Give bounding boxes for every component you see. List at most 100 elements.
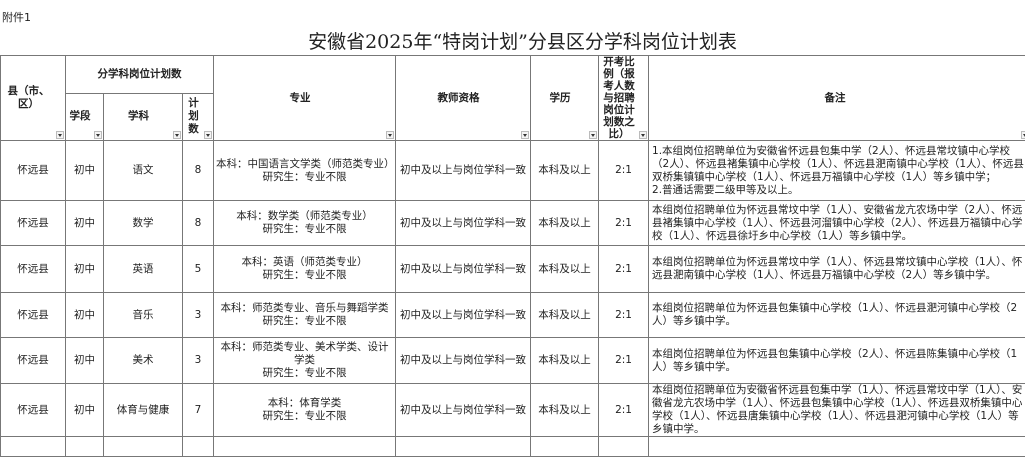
cell-county: 怀远县 <box>1 141 66 201</box>
filter-dropdown-icon[interactable] <box>639 131 647 139</box>
cell-county: 怀远县 <box>1 293 66 338</box>
cell-qualification: 初中及以上与岗位学科一致 <box>396 293 531 338</box>
filter-dropdown-icon[interactable] <box>521 131 529 139</box>
cell-major: 本科：英语（师范类专业）研究生：专业不限 <box>214 246 396 293</box>
cell-major: 本科：数学类（师范类专业）研究生：专业不限 <box>214 201 396 246</box>
header-count[interactable]: 计划数 <box>183 93 214 140</box>
cell-count: 3 <box>183 293 214 338</box>
cell-subject: 音乐 <box>104 293 183 338</box>
cell-stage: 初中 <box>66 246 104 293</box>
header-remarks[interactable]: 备注 <box>649 56 1025 141</box>
filter-dropdown-icon[interactable] <box>1021 131 1025 139</box>
cell-count: 8 <box>183 201 214 246</box>
cell-remarks: 本组岗位招聘单位为怀远县常坟中学（1人）、怀远县常坟镇中心学校（1人）、怀远县淝… <box>649 246 1025 293</box>
remark-line: 本组岗位招聘单位为怀远县包集镇中心学校（2人）、怀远县陈集镇中心学校（1人）等乡… <box>652 348 1025 374</box>
cell-county: 怀远县 <box>1 384 66 437</box>
remark-line: 本组岗位招聘单位为怀远县常坟中学（1人）、安徽省龙亢农场中学（2人）、怀远县褚集… <box>652 204 1025 243</box>
cell-qualification: 初中及以上与岗位学科一致 <box>396 141 531 201</box>
header-plan-group: 分学科岗位计划数 <box>66 56 214 94</box>
remark-line: 1.本组岗位招聘单位为安徽省怀远县包集中学（2人）、怀远县常坟镇中心学校（2人）… <box>652 145 1025 184</box>
major-line: 研究生：专业不限 <box>216 171 393 184</box>
cell-education: 本科及以上 <box>531 201 599 246</box>
filter-dropdown-icon[interactable] <box>204 131 212 139</box>
empty-cell <box>531 437 599 457</box>
cell-remarks: 本组岗位招聘单位为安徽省怀远县包集中学（1人）、怀远县常坟中学（1人）、安徽省龙… <box>649 384 1025 437</box>
header-county[interactable]: 县（市、区） <box>1 56 66 141</box>
cell-subject: 体育与健康 <box>104 384 183 437</box>
empty-cell <box>183 437 214 457</box>
cell-stage: 初中 <box>66 293 104 338</box>
empty-cell <box>599 437 649 457</box>
cell-ratio: 2:1 <box>599 293 649 338</box>
cell-education: 本科及以上 <box>531 141 599 201</box>
empty-cell <box>649 437 1025 457</box>
filter-dropdown-icon[interactable] <box>94 131 102 139</box>
cell-education: 本科及以上 <box>531 384 599 437</box>
filter-dropdown-icon[interactable] <box>173 131 181 139</box>
empty-cell <box>396 437 531 457</box>
header-major[interactable]: 专业 <box>214 56 396 141</box>
cell-remarks: 本组岗位招聘单位为怀远县常坟中学（1人）、安徽省龙亢农场中学（2人）、怀远县褚集… <box>649 201 1025 246</box>
cell-county: 怀远县 <box>1 246 66 293</box>
header-education[interactable]: 学历 <box>531 56 599 141</box>
major-line: 本科：师范类专业、音乐与舞蹈学类 <box>216 302 393 315</box>
major-line: 研究生：专业不限 <box>216 410 393 423</box>
cell-subject: 数学 <box>104 201 183 246</box>
empty-cell <box>214 437 396 457</box>
cell-count: 5 <box>183 246 214 293</box>
cell-subject: 英语 <box>104 246 183 293</box>
major-line: 研究生：专业不限 <box>216 367 393 380</box>
major-line: 研究生：专业不限 <box>216 269 393 282</box>
cell-ratio: 2:1 <box>599 246 649 293</box>
cell-education: 本科及以上 <box>531 338 599 384</box>
filter-dropdown-icon[interactable] <box>386 131 394 139</box>
empty-cell <box>66 437 104 457</box>
remark-line: 2.普通话需要二级甲等及以上。 <box>652 184 1025 197</box>
cell-remarks: 本组岗位招聘单位为怀远县包集镇中心学校（2人）、怀远县陈集镇中心学校（1人）等乡… <box>649 338 1025 384</box>
cell-stage: 初中 <box>66 384 104 437</box>
remark-line: 本组岗位招聘单位为安徽省怀远县包集中学（1人）、怀远县常坟中学（1人）、安徽省龙… <box>652 384 1025 436</box>
major-line: 本科：英语（师范类专业） <box>216 256 393 269</box>
empty-cell <box>104 437 183 457</box>
cell-qualification: 初中及以上与岗位学科一致 <box>396 201 531 246</box>
major-line: 研究生：专业不限 <box>216 223 393 236</box>
cell-ratio: 2:1 <box>599 141 649 201</box>
header-stage[interactable]: 学段 <box>66 93 104 140</box>
cell-stage: 初中 <box>66 201 104 246</box>
major-line: 本科：中国语言文学类（师范类专业） <box>216 158 393 171</box>
attachment-label: 附件1 <box>2 9 31 25</box>
cell-qualification: 初中及以上与岗位学科一致 <box>396 246 531 293</box>
major-line: 本科：数学类（师范类专业） <box>216 210 393 223</box>
plan-table: 县（市、区） 分学科岗位计划数 专业 教师资格 学历 开考比例（报考人数与招聘岗… <box>0 55 1025 457</box>
cell-subject: 美术 <box>104 338 183 384</box>
cell-major: 本科：体育学类研究生：专业不限 <box>214 384 396 437</box>
cell-ratio: 2:1 <box>599 338 649 384</box>
cell-major: 本科：师范类专业、美术学类、设计学类研究生：专业不限 <box>214 338 396 384</box>
empty-cell <box>1 437 66 457</box>
remark-line: 本组岗位招聘单位为怀远县包集镇中心学校（1人）、怀远县淝河镇中心学校（2人）等乡… <box>652 302 1025 328</box>
header-qualification[interactable]: 教师资格 <box>396 56 531 141</box>
cell-stage: 初中 <box>66 338 104 384</box>
cell-subject: 语文 <box>104 141 183 201</box>
cell-county: 怀远县 <box>1 201 66 246</box>
cell-remarks: 本组岗位招聘单位为怀远县包集镇中心学校（1人）、怀远县淝河镇中心学校（2人）等乡… <box>649 293 1025 338</box>
major-line: 研究生：专业不限 <box>216 315 393 328</box>
remark-line: 本组岗位招聘单位为怀远县常坟中学（1人）、怀远县常坟镇中心学校（1人）、怀远县淝… <box>652 256 1025 282</box>
table-row-partial <box>1 437 1025 457</box>
cell-stage: 初中 <box>66 141 104 201</box>
cell-education: 本科及以上 <box>531 246 599 293</box>
cell-remarks: 1.本组岗位招聘单位为安徽省怀远县包集中学（2人）、怀远县常坟镇中心学校（2人）… <box>649 141 1025 201</box>
filter-dropdown-icon[interactable] <box>56 131 64 139</box>
header-subject[interactable]: 学科 <box>104 93 183 140</box>
cell-qualification: 初中及以上与岗位学科一致 <box>396 384 531 437</box>
header-ratio[interactable]: 开考比例（报考人数与招聘岗位计划数之比） <box>599 56 649 141</box>
cell-major: 本科：中国语言文学类（师范类专业）研究生：专业不限 <box>214 141 396 201</box>
cell-ratio: 2:1 <box>599 201 649 246</box>
filter-dropdown-icon[interactable] <box>589 131 597 139</box>
